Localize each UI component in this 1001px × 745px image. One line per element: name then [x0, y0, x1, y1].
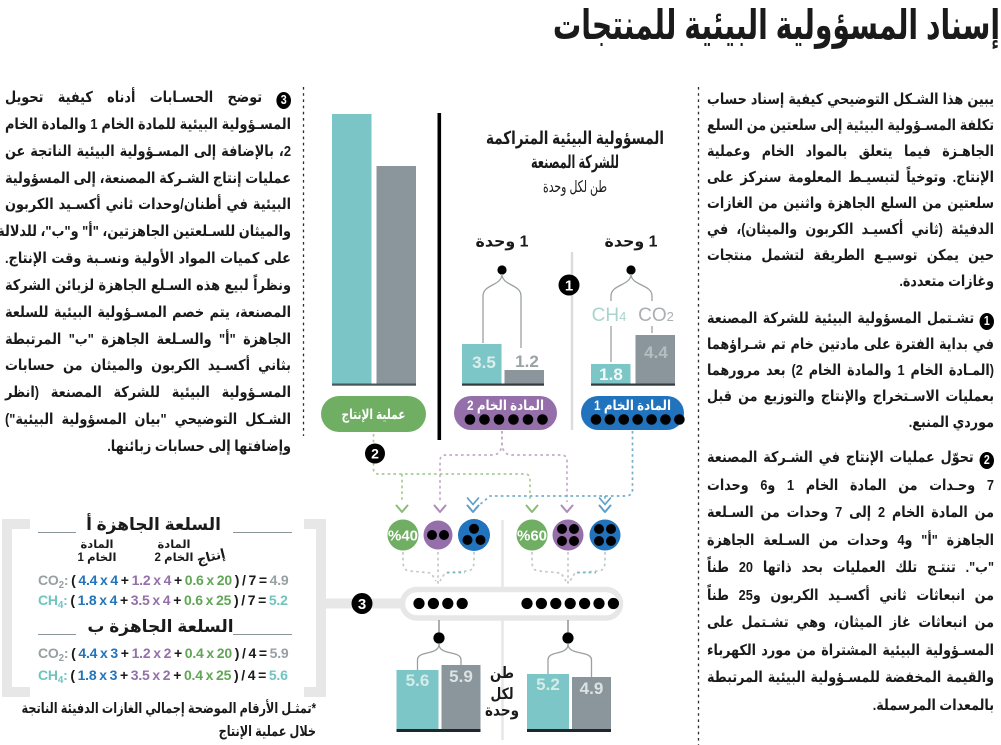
svg-text:لكل: لكل [491, 686, 514, 703]
svg-text:%60: %60 [517, 528, 547, 545]
svg-text:4.4: 4.4 [644, 343, 668, 362]
svg-text:3: 3 [358, 596, 366, 613]
svg-text:1.2: 1.2 [515, 352, 539, 371]
svg-text:1: 1 [565, 277, 573, 294]
svg-text:عملية الإنتاج: عملية الإنتاج [342, 406, 406, 423]
svg-text:1 وحدة: 1 وحدة [476, 234, 529, 251]
svg-text:1.8: 1.8 [599, 365, 623, 384]
svg-text:5.9: 5.9 [449, 667, 473, 686]
svg-text:CO2: CO2 [638, 305, 674, 326]
svg-text:وحدة: وحدة [485, 703, 519, 720]
svg-text:للشركة المصنعة: للشركة المصنعة [531, 152, 619, 173]
svg-text:المسؤولية البيئية المتراكمة: المسؤولية البيئية المتراكمة [486, 128, 664, 149]
svg-text:طن: طن [490, 665, 514, 682]
svg-text:4.9: 4.9 [580, 679, 604, 698]
svg-text:المادة الخام 2: المادة الخام 2 [467, 397, 544, 413]
svg-text:3.5: 3.5 [472, 353, 496, 372]
svg-text:المادة الخام 1: المادة الخام 1 [594, 397, 671, 413]
svg-text:طن لكل وحدة: طن لكل وحدة [543, 179, 607, 197]
svg-text:1 وحدة: 1 وحدة [605, 234, 658, 251]
svg-text:%40: %40 [388, 528, 418, 545]
svg-text:5.2: 5.2 [536, 675, 560, 694]
svg-text:CH4: CH4 [592, 305, 627, 326]
svg-text:5.6: 5.6 [406, 671, 430, 690]
svg-text:2: 2 [371, 446, 379, 462]
